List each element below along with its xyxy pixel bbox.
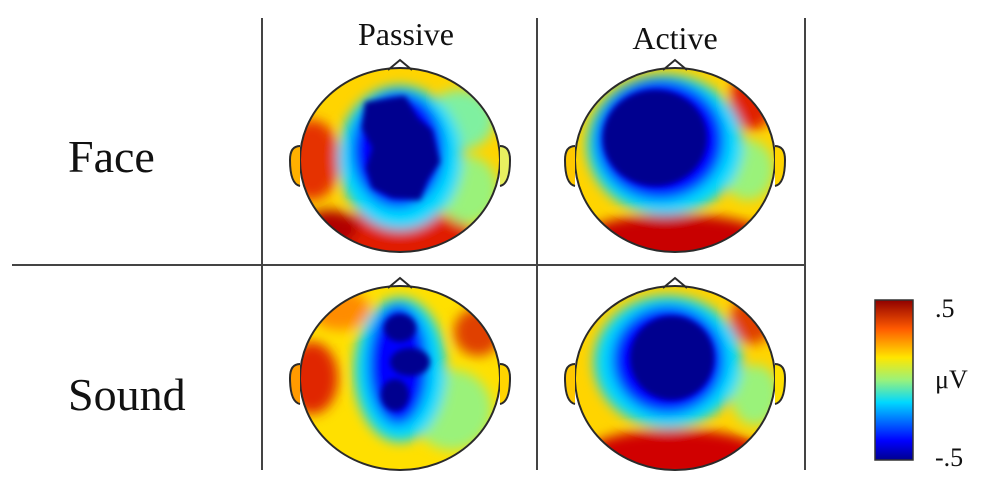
right-ear-icon <box>499 363 512 405</box>
topomap-face-passive <box>288 58 512 253</box>
row-title-sound: Sound <box>68 369 186 420</box>
nose-icon <box>387 58 413 71</box>
column-title-passive: Passive <box>358 16 454 52</box>
nose-icon <box>387 276 413 289</box>
colorbar-min-label: -.5 <box>935 443 964 472</box>
topomap-face-active <box>563 58 787 253</box>
right-ear-icon <box>774 145 787 187</box>
colorbar-unit-label: μV <box>935 365 968 394</box>
left-ear-icon <box>288 363 301 405</box>
left-ear-icon <box>563 363 576 405</box>
topomap-sound-passive <box>288 276 512 471</box>
colorbar <box>874 299 914 461</box>
row-title-face: Face <box>68 131 155 182</box>
right-ear-icon <box>774 363 787 405</box>
right-ear-icon <box>499 145 512 187</box>
nose-icon <box>662 58 688 71</box>
nose-icon <box>662 276 688 289</box>
left-ear-icon <box>563 145 576 187</box>
column-title-active: Active <box>632 20 718 56</box>
topomap-sound-active <box>563 276 787 471</box>
colorbar-max-label: .5 <box>935 294 955 323</box>
left-ear-icon <box>288 145 301 187</box>
